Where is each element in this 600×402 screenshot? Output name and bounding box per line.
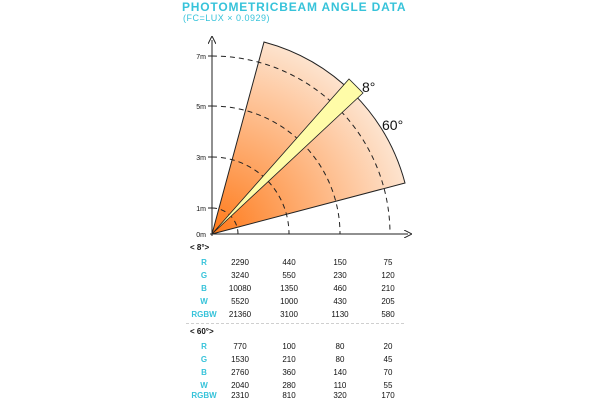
table-cell: 1000 [280,297,298,306]
table-row: W 2040 280 110 55 [0,380,600,392]
table-row: RGBW 2310 810 320 170 [0,390,600,402]
table-cell: 45 [383,355,393,364]
table-cell: 120 [381,271,395,280]
row-label: RGBW [191,391,217,400]
row-label: R [201,258,207,267]
table-cell: 205 [381,297,395,306]
table-cell: 320 [333,391,347,400]
table-cell: 80 [335,342,345,351]
table-cell: 2040 [231,381,249,390]
table-row: B 10080 1350 460 210 [0,283,600,295]
row-label: G [200,271,208,280]
table-cell: 580 [381,310,395,319]
y-label-0m: 0m [196,232,206,239]
table-cell: 110 [333,381,347,390]
table-cell: 55 [383,381,393,390]
table-cell: 1350 [280,284,298,293]
table-row: RGBW 21360 3100 1130 580 [0,309,600,321]
table-cell: 2760 [231,368,249,377]
row-label: R [201,342,207,351]
table-cell: 21360 [228,310,252,319]
table-cell: 20 [383,342,393,351]
table-cell: 150 [333,258,347,267]
row-label: B [201,284,207,293]
table-cell: 80 [335,355,345,364]
row-label: RGBW [191,310,217,319]
table-row: R 770 100 80 20 [0,341,600,353]
table-cell: 440 [282,258,296,267]
table-cell: 360 [282,368,296,377]
y-label-1m: 1m [196,206,206,213]
table-cell: 280 [282,381,296,390]
row-label: B [201,368,207,377]
table-cell: 5520 [231,297,249,306]
table-cell: 3240 [231,271,249,280]
row-label: W [200,297,208,306]
table-60deg-label: < 60°> [190,327,214,336]
table-cell: 3100 [280,310,298,319]
table-row: W 5520 1000 430 205 [0,296,600,308]
table-cell: 230 [333,271,347,280]
page-title: PHOTOMETRICBEAM ANGLE DATA [182,0,407,14]
table-row: G 3240 550 230 120 [0,270,600,282]
table-cell: 210 [381,284,395,293]
table-row: R 2290 440 150 75 [0,257,600,269]
table-row: B 2760 360 140 70 [0,367,600,379]
table-cell: 75 [383,258,393,267]
table-cell: 140 [333,368,347,377]
y-label-3m: 3m [196,155,206,162]
table-8deg-label: < 8°> [190,243,210,252]
table-cell: 430 [333,297,347,306]
table-cell: 460 [333,284,347,293]
table-cell: 770 [233,342,247,351]
table-cell: 10080 [228,284,252,293]
table-cell: 1530 [231,355,249,364]
row-label: W [200,381,208,390]
beam-angle-diagram: 7m 5m 3m 1m 0m 8° 60° [196,0,600,239]
page-subtitle: (FC=LUX × 0.0929) [183,13,271,23]
table-cell: 210 [282,355,296,364]
row-label: G [200,355,208,364]
table-row: G 1530 210 80 45 [0,354,600,366]
table-cell: 1130 [331,310,349,319]
table-cell: 70 [383,368,393,377]
y-label-5m: 5m [196,104,206,111]
section-divider [186,323,404,324]
table-cell: 550 [282,271,296,280]
table-cell: 2310 [231,391,249,400]
table-cell: 170 [381,391,395,400]
y-label-7m: 7m [196,54,206,61]
narrow-beam-sector [211,78,364,235]
narrow-beam-label: 8° [362,79,375,95]
table-cell: 810 [282,391,296,400]
table-cell: 2290 [231,258,249,267]
table-cell: 100 [282,342,296,351]
wide-beam-label: 60° [382,117,403,133]
